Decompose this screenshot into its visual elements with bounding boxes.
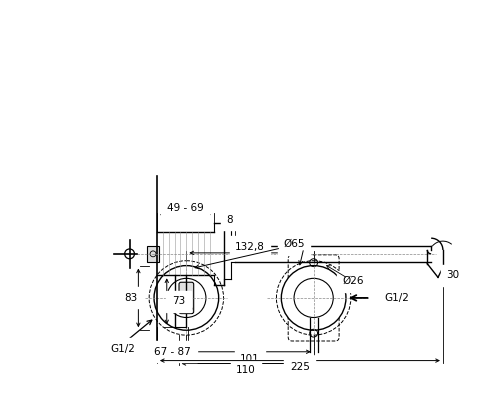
- Text: 49 - 69: 49 - 69: [167, 203, 204, 213]
- Text: 30: 30: [446, 270, 459, 280]
- Text: 73: 73: [172, 296, 185, 306]
- Text: 225: 225: [290, 362, 310, 372]
- Text: 110: 110: [236, 365, 256, 375]
- Ellipse shape: [181, 305, 192, 312]
- Bar: [147, 246, 159, 262]
- Circle shape: [154, 266, 218, 330]
- Text: G1/2: G1/2: [384, 293, 409, 303]
- Text: G1/2: G1/2: [110, 344, 135, 354]
- Text: 132,8: 132,8: [235, 242, 265, 252]
- FancyBboxPatch shape: [179, 282, 194, 314]
- Text: 67 - 87: 67 - 87: [154, 347, 191, 357]
- Text: 8: 8: [226, 214, 233, 224]
- Text: 83: 83: [124, 293, 137, 303]
- Text: Ø65: Ø65: [284, 239, 305, 249]
- Text: 101: 101: [240, 354, 260, 364]
- Text: Ø26: Ø26: [342, 276, 363, 286]
- Circle shape: [282, 266, 346, 330]
